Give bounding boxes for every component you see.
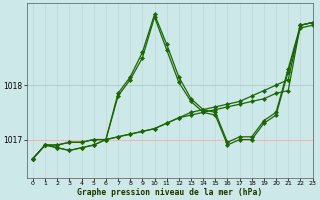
X-axis label: Graphe pression niveau de la mer (hPa): Graphe pression niveau de la mer (hPa) [77,188,262,197]
